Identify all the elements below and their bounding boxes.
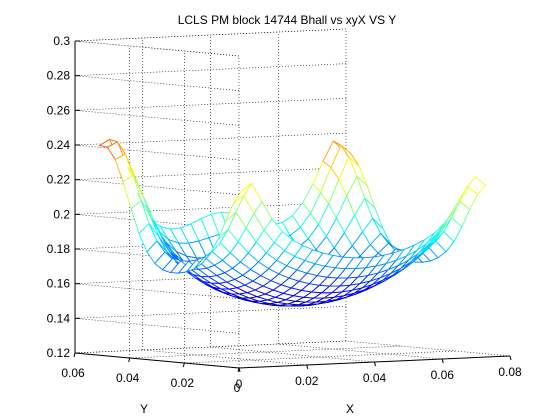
z-gridline — [74, 98, 347, 126]
x-tick-label: 0.02 — [295, 374, 319, 388]
x-tick-mark — [509, 355, 512, 361]
z-tick-label: 0.2 — [53, 207, 70, 221]
y-tick-label: 0.02 — [171, 376, 195, 390]
y-tick-mark — [237, 367, 240, 373]
z-tick-label: 0.3 — [53, 34, 70, 48]
z-gridline — [74, 306, 347, 334]
x-tick-label: 0.06 — [431, 368, 455, 382]
x-axis-label: X — [346, 402, 354, 416]
z-tick-label: 0.18 — [47, 242, 71, 256]
z-gridline — [74, 63, 347, 91]
x-tick-label: 0 — [236, 377, 243, 391]
y-tick-mark — [73, 352, 76, 358]
z-tick-label: 0.26 — [47, 103, 71, 117]
x-gridline-floor — [345, 340, 511, 357]
y-axis-line — [74, 352, 240, 369]
y-tick-label: 0 — [234, 381, 241, 395]
y-gridline-floor — [74, 340, 347, 354]
y-tick-label: 0.04 — [116, 371, 140, 385]
y-tick-mark — [128, 357, 131, 363]
x-tick-mark — [374, 361, 376, 367]
x-gridline-floor — [278, 343, 443, 360]
x-gridline-floor — [142, 349, 307, 366]
y-tick-mark — [182, 362, 185, 368]
z-tick-label: 0.24 — [47, 138, 71, 152]
z-tick-label: 0.16 — [47, 277, 71, 291]
x-tick-label: 0.08 — [498, 365, 522, 379]
y-axis-label: Y — [140, 402, 148, 416]
x-tick-mark — [441, 358, 444, 364]
z-tick-label: 0.12 — [47, 346, 71, 360]
surface-cell — [466, 176, 487, 195]
axes-layer — [73, 40, 512, 373]
z-gridline — [74, 340, 347, 369]
x-tick-label: 0.04 — [363, 371, 387, 385]
z-tick-label: 0.14 — [47, 311, 71, 325]
x-gridline-floor — [210, 346, 375, 363]
surface-mesh — [98, 138, 487, 307]
y-tick-label: 0.06 — [61, 366, 85, 380]
chart-title: LCLS PM block 14744 Bhall vs xyX VS Y — [178, 13, 397, 27]
box-top-edge — [74, 28, 347, 57]
z-tick-label: 0.28 — [47, 69, 71, 83]
z-gridline — [74, 28, 347, 57]
labels-layer: LCLS PM block 14744 Bhall vs xyX VS Y X … — [47, 13, 522, 416]
y-gridline-floor — [184, 350, 456, 364]
z-tick-label: 0.22 — [47, 173, 71, 187]
x-tick-mark — [306, 364, 309, 370]
y-gridline-floor — [129, 345, 401, 359]
z-gridline — [74, 167, 347, 195]
